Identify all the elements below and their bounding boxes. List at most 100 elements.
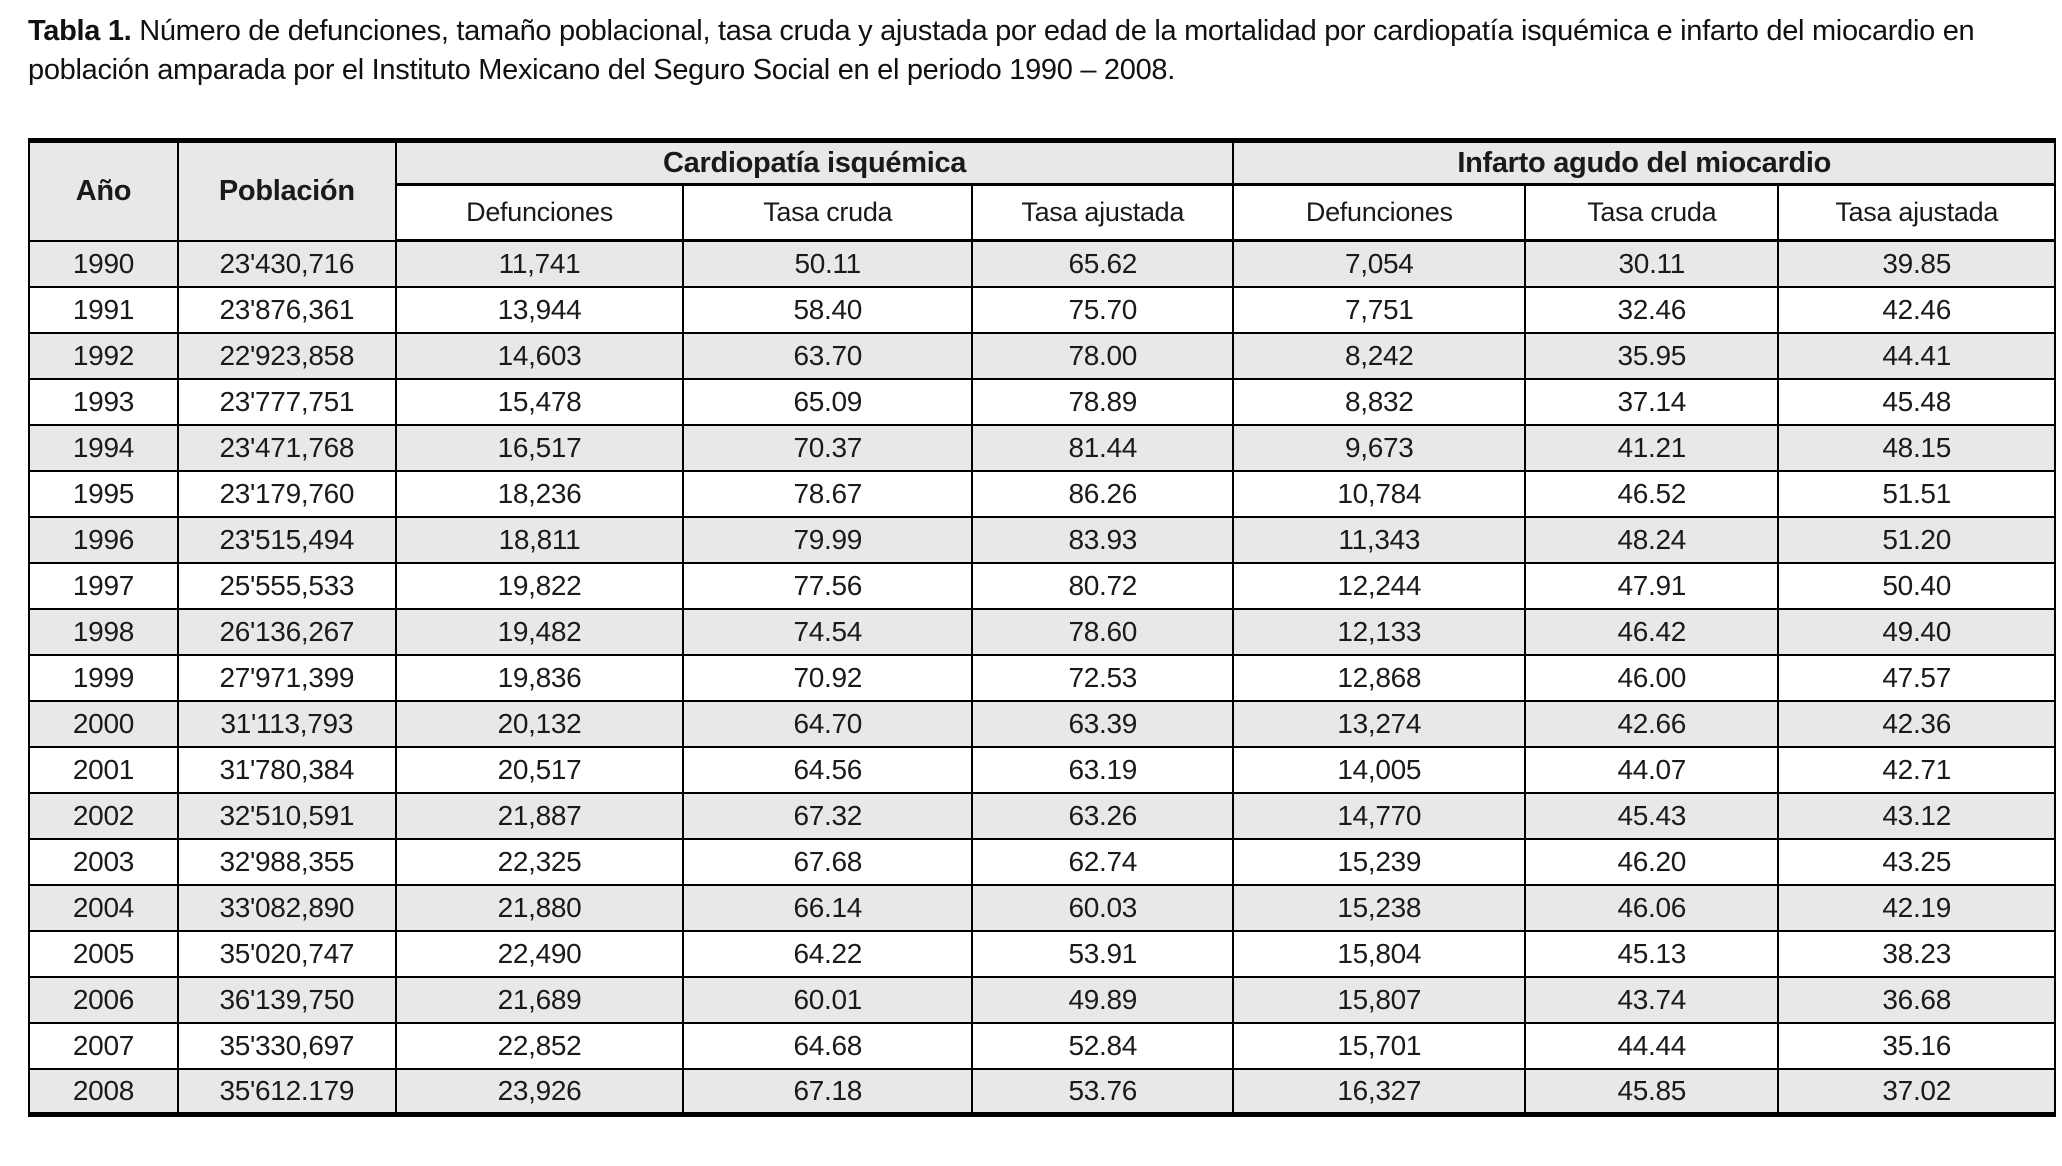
cell-population: 26'136,267 bbox=[176, 607, 397, 656]
cell-population: 31'780,384 bbox=[176, 745, 397, 794]
table-row: 1995 23'179,760 18,236 78.67 86.26 10,78… bbox=[28, 469, 2056, 518]
cell-iam-tasa-ajustada: 43.12 bbox=[1777, 791, 2056, 840]
cell-ci-defunciones: 16,517 bbox=[394, 423, 685, 472]
cell-iam-tasa-cruda: 32.46 bbox=[1524, 285, 1780, 334]
cell-ci-tasa-ajustada: 62.74 bbox=[971, 837, 1235, 886]
table-row: 1992 22'923,858 14,603 63.70 78.00 8,242… bbox=[28, 331, 2056, 380]
cell-population: 35'612.179 bbox=[176, 1067, 397, 1116]
cell-iam-defunciones: 13,274 bbox=[1232, 699, 1527, 748]
cell-year: 1995 bbox=[28, 469, 179, 518]
table-row: 2006 36'139,750 21,689 60.01 49.89 15,80… bbox=[28, 975, 2056, 1024]
cell-ci-tasa-cruda: 63.70 bbox=[682, 331, 974, 380]
cell-ci-defunciones: 18,236 bbox=[394, 469, 685, 518]
col-header-population: Población bbox=[176, 139, 397, 242]
cell-ci-tasa-ajustada: 63.39 bbox=[971, 699, 1235, 748]
cell-iam-defunciones: 9,673 bbox=[1232, 423, 1527, 472]
cell-ci-tasa-ajustada: 63.26 bbox=[971, 791, 1235, 840]
cell-ci-tasa-cruda: 79.99 bbox=[682, 515, 974, 564]
col-header-iam-tasa-ajustada: Tasa ajustada bbox=[1777, 183, 2056, 242]
cell-iam-tasa-ajustada: 45.48 bbox=[1777, 377, 2056, 426]
cell-ci-defunciones: 18,811 bbox=[394, 515, 685, 564]
cell-iam-tasa-ajustada: 44.41 bbox=[1777, 331, 2056, 380]
cell-ci-defunciones: 22,852 bbox=[394, 1021, 685, 1070]
cell-ci-defunciones: 23,926 bbox=[394, 1067, 685, 1116]
cell-ci-tasa-ajustada: 49.89 bbox=[971, 975, 1235, 1024]
table-row: 2004 33'082,890 21,880 66.14 60.03 15,23… bbox=[28, 883, 2056, 932]
cell-iam-defunciones: 8,832 bbox=[1232, 377, 1527, 426]
cell-population: 23'876,361 bbox=[176, 285, 397, 334]
cell-year: 1993 bbox=[28, 377, 179, 426]
col-group-cardiopatia-isquemica: Cardiopatía isquémica bbox=[394, 139, 1235, 186]
cell-year: 2005 bbox=[28, 929, 179, 978]
cell-iam-tasa-cruda: 44.44 bbox=[1524, 1021, 1780, 1070]
cell-iam-tasa-cruda: 47.91 bbox=[1524, 561, 1780, 610]
cell-iam-defunciones: 12,868 bbox=[1232, 653, 1527, 702]
cell-iam-tasa-ajustada: 36.68 bbox=[1777, 975, 2056, 1024]
cell-iam-defunciones: 16,327 bbox=[1232, 1067, 1527, 1116]
cell-ci-defunciones: 21,880 bbox=[394, 883, 685, 932]
cell-ci-tasa-cruda: 64.22 bbox=[682, 929, 974, 978]
cell-iam-tasa-ajustada: 35.16 bbox=[1777, 1021, 2056, 1070]
col-header-ci-defunciones: Defunciones bbox=[394, 183, 685, 242]
cell-iam-tasa-ajustada: 42.36 bbox=[1777, 699, 2056, 748]
table-row: 2001 31'780,384 20,517 64.56 63.19 14,00… bbox=[28, 745, 2056, 794]
cell-iam-defunciones: 12,244 bbox=[1232, 561, 1527, 610]
table-row: 1996 23'515,494 18,811 79.99 83.93 11,34… bbox=[28, 515, 2056, 564]
cell-ci-tasa-cruda: 67.68 bbox=[682, 837, 974, 886]
cell-iam-tasa-cruda: 46.52 bbox=[1524, 469, 1780, 518]
cell-iam-tasa-cruda: 45.85 bbox=[1524, 1067, 1780, 1116]
cell-population: 23'777,751 bbox=[176, 377, 397, 426]
cell-ci-tasa-cruda: 66.14 bbox=[682, 883, 974, 932]
cell-iam-tasa-cruda: 46.20 bbox=[1524, 837, 1780, 886]
cell-ci-tasa-ajustada: 53.91 bbox=[971, 929, 1235, 978]
cell-ci-tasa-cruda: 67.18 bbox=[682, 1067, 974, 1116]
cell-iam-defunciones: 7,751 bbox=[1232, 285, 1527, 334]
cell-iam-defunciones: 15,701 bbox=[1232, 1021, 1527, 1070]
page: Tabla 1. Número de defunciones, tamaño p… bbox=[28, 12, 2056, 1117]
cell-iam-tasa-cruda: 35.95 bbox=[1524, 331, 1780, 380]
cell-iam-tasa-cruda: 44.07 bbox=[1524, 745, 1780, 794]
cell-iam-defunciones: 14,005 bbox=[1232, 745, 1527, 794]
cell-ci-tasa-cruda: 74.54 bbox=[682, 607, 974, 656]
table-row: 1997 25'555,533 19,822 77.56 80.72 12,24… bbox=[28, 561, 2056, 610]
cell-iam-tasa-ajustada: 50.40 bbox=[1777, 561, 2056, 610]
cell-ci-defunciones: 22,490 bbox=[394, 929, 685, 978]
cell-year: 2001 bbox=[28, 745, 179, 794]
table-row: 2007 35'330,697 22,852 64.68 52.84 15,70… bbox=[28, 1021, 2056, 1070]
cell-population: 22'923,858 bbox=[176, 331, 397, 380]
cell-population: 23'179,760 bbox=[176, 469, 397, 518]
cell-population: 23'515,494 bbox=[176, 515, 397, 564]
table-row: 1999 27'971,399 19,836 70.92 72.53 12,86… bbox=[28, 653, 2056, 702]
cell-population: 36'139,750 bbox=[176, 975, 397, 1024]
cell-ci-tasa-ajustada: 75.70 bbox=[971, 285, 1235, 334]
cell-iam-tasa-cruda: 37.14 bbox=[1524, 377, 1780, 426]
table-row: 2002 32'510,591 21,887 67.32 63.26 14,77… bbox=[28, 791, 2056, 840]
cell-iam-defunciones: 8,242 bbox=[1232, 331, 1527, 380]
cell-iam-defunciones: 7,054 bbox=[1232, 239, 1527, 288]
cell-iam-tasa-cruda: 30.11 bbox=[1524, 239, 1780, 288]
header-sub-row: Defunciones Tasa cruda Tasa ajustada Def… bbox=[29, 183, 2056, 242]
cell-ci-tasa-ajustada: 78.00 bbox=[971, 331, 1235, 380]
cell-ci-defunciones: 15,478 bbox=[394, 377, 685, 426]
cell-iam-tasa-cruda: 41.21 bbox=[1524, 423, 1780, 472]
cell-iam-tasa-ajustada: 43.25 bbox=[1777, 837, 2056, 886]
cell-iam-tasa-ajustada: 49.40 bbox=[1777, 607, 2056, 656]
cell-ci-defunciones: 21,689 bbox=[394, 975, 685, 1024]
cell-ci-tasa-cruda: 65.09 bbox=[682, 377, 974, 426]
cell-ci-tasa-cruda: 78.67 bbox=[682, 469, 974, 518]
table-row: 1994 23'471,768 16,517 70.37 81.44 9,673… bbox=[28, 423, 2056, 472]
cell-iam-tasa-ajustada: 39.85 bbox=[1777, 239, 2056, 288]
cell-year: 1994 bbox=[28, 423, 179, 472]
cell-ci-defunciones: 20,132 bbox=[394, 699, 685, 748]
mortality-table: Año Población Cardiopatía isquémica Infa… bbox=[28, 138, 2056, 1117]
cell-iam-tasa-cruda: 45.13 bbox=[1524, 929, 1780, 978]
cell-ci-tasa-ajustada: 78.89 bbox=[971, 377, 1235, 426]
cell-year: 1996 bbox=[28, 515, 179, 564]
cell-ci-tasa-ajustada: 78.60 bbox=[971, 607, 1235, 656]
table-caption-label: Tabla 1. bbox=[28, 15, 132, 47]
cell-iam-tasa-cruda: 45.43 bbox=[1524, 791, 1780, 840]
cell-iam-defunciones: 12,133 bbox=[1232, 607, 1527, 656]
cell-ci-tasa-cruda: 64.56 bbox=[682, 745, 974, 794]
table-caption-text: Número de defunciones, tamaño poblaciona… bbox=[28, 15, 1975, 86]
cell-ci-tasa-ajustada: 63.19 bbox=[971, 745, 1235, 794]
